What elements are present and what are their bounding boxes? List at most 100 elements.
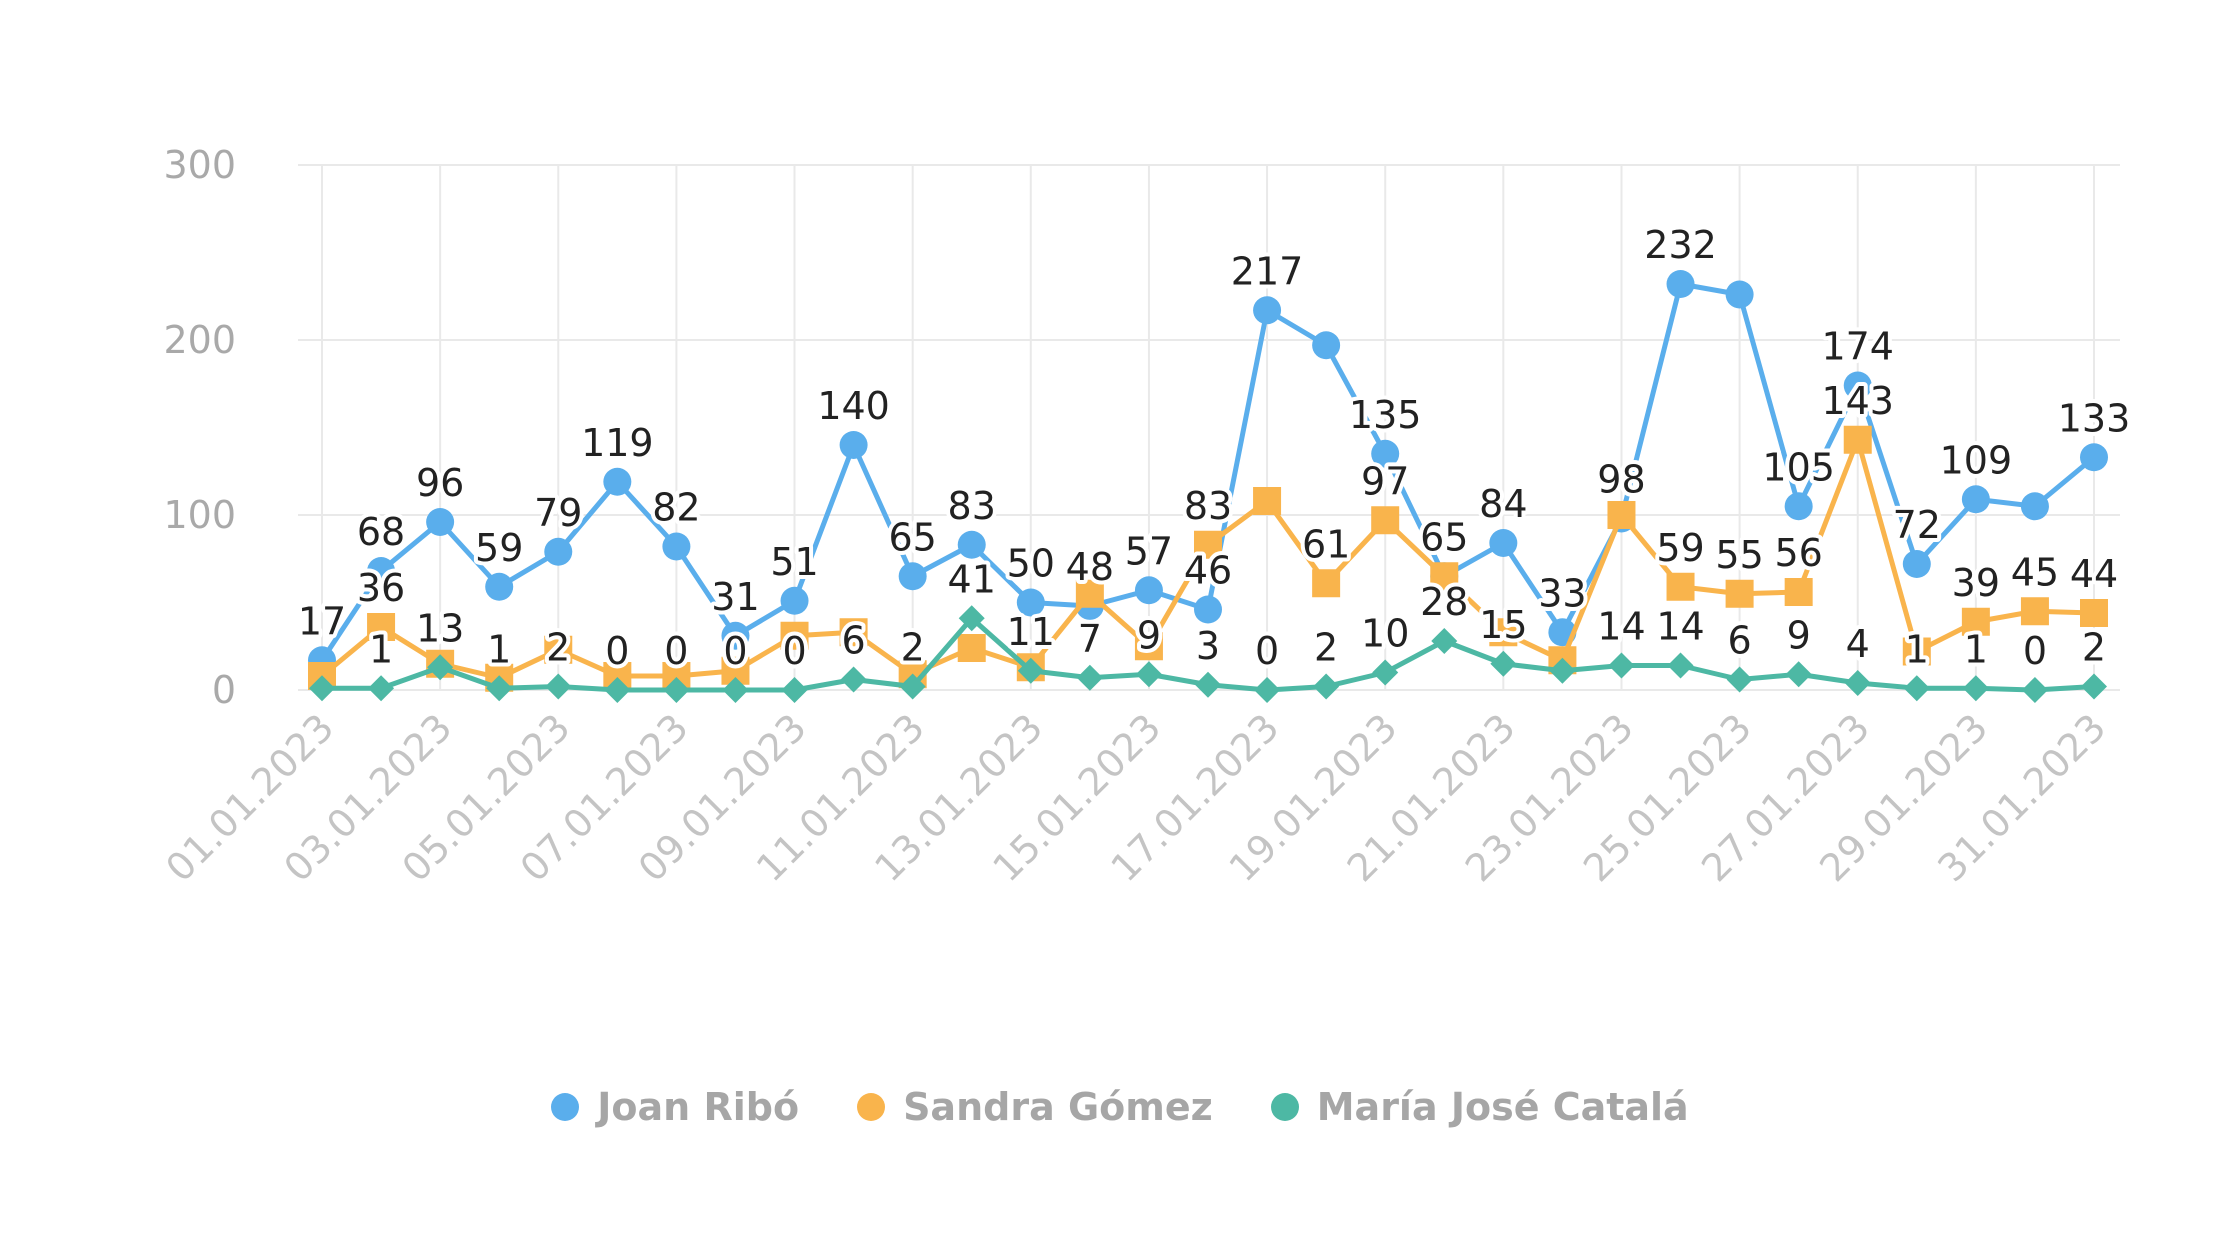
- data-point-maria-jose-catala[interactable]: [722, 677, 749, 703]
- data-point-maria-jose-catala[interactable]: [1076, 664, 1103, 691]
- data-point-maria-jose-catala[interactable]: [545, 673, 572, 700]
- data-point-joan-ribo[interactable]: [957, 530, 986, 559]
- data-point-maria-jose-catala[interactable]: [1017, 657, 1044, 684]
- data-point-sandra-gomez[interactable]: [839, 618, 868, 647]
- data-point-joan-ribo[interactable]: [1253, 296, 1282, 325]
- data-point-sandra-gomez[interactable]: [1430, 562, 1459, 591]
- data-point-joan-ribo[interactable]: [721, 621, 750, 650]
- data-point-maria-jose-catala[interactable]: [1372, 659, 1399, 686]
- data-point-maria-jose-catala[interactable]: [781, 677, 808, 703]
- data-point-maria-jose-catala[interactable]: [1726, 666, 1753, 693]
- data-point-sandra-gomez[interactable]: [544, 635, 573, 664]
- data-label-maria-jose-catala: 1: [1905, 627, 1929, 671]
- data-label-joan-ribo: 48: [1066, 545, 1114, 589]
- data-point-joan-ribo[interactable]: [1371, 439, 1400, 468]
- data-label-maria-jose-catala: 0: [723, 629, 747, 673]
- data-point-maria-jose-catala[interactable]: [1195, 671, 1221, 698]
- data-point-sandra-gomez[interactable]: [1666, 572, 1695, 601]
- data-point-joan-ribo[interactable]: [1725, 280, 1754, 309]
- data-label-maria-jose-catala: 1: [1964, 627, 1988, 671]
- data-point-joan-ribo[interactable]: [1902, 550, 1931, 578]
- data-point-joan-ribo[interactable]: [1312, 331, 1341, 360]
- data-point-maria-jose-catala[interactable]: [604, 677, 631, 703]
- data-point-maria-jose-catala[interactable]: [1313, 673, 1340, 700]
- data-point-maria-jose-catala[interactable]: [1490, 650, 1517, 677]
- data-point-joan-ribo[interactable]: [2020, 492, 2049, 521]
- data-point-joan-ribo[interactable]: [1666, 270, 1695, 298]
- data-point-sandra-gomez[interactable]: [2020, 597, 2049, 626]
- data-label-maria-jose-catala: 14: [1656, 605, 1704, 649]
- data-point-joan-ribo[interactable]: [544, 537, 573, 566]
- data-point-maria-jose-catala[interactable]: [958, 605, 985, 632]
- data-point-joan-ribo[interactable]: [1961, 485, 1990, 514]
- data-point-maria-jose-catala[interactable]: [899, 673, 926, 700]
- data-point-joan-ribo[interactable]: [1784, 492, 1813, 521]
- data-label-maria-jose-catala: 41: [948, 557, 996, 601]
- data-point-sandra-gomez[interactable]: [1725, 579, 1754, 608]
- data-point-sandra-gomez[interactable]: [1961, 607, 1990, 636]
- data-point-maria-jose-catala[interactable]: [1785, 661, 1812, 688]
- data-point-sandra-gomez[interactable]: [1902, 637, 1931, 666]
- data-point-maria-jose-catala[interactable]: [1667, 652, 1694, 679]
- data-point-maria-jose-catala[interactable]: [1844, 670, 1871, 696]
- data-point-maria-jose-catala[interactable]: [486, 675, 513, 702]
- data-point-maria-jose-catala[interactable]: [1608, 652, 1635, 679]
- data-point-joan-ribo[interactable]: [485, 572, 514, 601]
- data-point-maria-jose-catala[interactable]: [1549, 657, 1576, 684]
- data-point-sandra-gomez[interactable]: [1134, 632, 1163, 661]
- data-point-maria-jose-catala[interactable]: [427, 654, 454, 681]
- data-point-maria-jose-catala[interactable]: [1962, 675, 1989, 702]
- data-point-joan-ribo[interactable]: [2080, 443, 2108, 472]
- data-point-sandra-gomez[interactable]: [1075, 579, 1104, 608]
- data-label-maria-jose-catala: 3: [1196, 624, 1220, 668]
- data-point-joan-ribo[interactable]: [1134, 576, 1163, 605]
- data-point-joan-ribo[interactable]: [426, 508, 455, 536]
- data-point-sandra-gomez[interactable]: [1194, 530, 1222, 559]
- data-point-joan-ribo[interactable]: [839, 431, 868, 459]
- data-point-sandra-gomez[interactable]: [1607, 501, 1636, 529]
- data-point-sandra-gomez[interactable]: [1784, 578, 1813, 606]
- data-point-joan-ribo[interactable]: [1843, 371, 1872, 400]
- data-point-maria-jose-catala[interactable]: [663, 677, 690, 703]
- data-point-sandra-gomez[interactable]: [1371, 506, 1400, 535]
- data-label-joan-ribo: 46: [1184, 549, 1232, 593]
- legend-label: María José Catalá: [1316, 1085, 1689, 1129]
- data-point-maria-jose-catala[interactable]: [2021, 677, 2048, 703]
- legend-item-joan-ribo[interactable]: Joan Ribó: [551, 1085, 799, 1129]
- data-point-maria-jose-catala[interactable]: [1254, 677, 1281, 703]
- data-label-maria-jose-catala: 2: [901, 626, 925, 670]
- data-point-sandra-gomez[interactable]: [2080, 599, 2108, 627]
- data-point-maria-jose-catala[interactable]: [1135, 661, 1162, 688]
- data-point-sandra-gomez[interactable]: [780, 621, 809, 650]
- data-point-joan-ribo[interactable]: [603, 467, 632, 496]
- data-point-sandra-gomez[interactable]: [1489, 618, 1518, 647]
- legend-item-maria-jose-catala[interactable]: María José Catalá: [1270, 1085, 1689, 1129]
- data-point-sandra-gomez[interactable]: [367, 613, 396, 641]
- data-point-maria-jose-catala[interactable]: [309, 675, 335, 702]
- data-point-maria-jose-catala[interactable]: [368, 675, 395, 702]
- data-point-joan-ribo[interactable]: [1489, 529, 1518, 557]
- data-point-joan-ribo[interactable]: [367, 557, 396, 585]
- data-point-sandra-gomez[interactable]: [957, 634, 986, 662]
- data-point-maria-jose-catala[interactable]: [840, 666, 867, 693]
- data-point-joan-ribo[interactable]: [662, 532, 691, 561]
- data-label-sandra-gomez: 44: [2070, 552, 2118, 596]
- data-point-joan-ribo[interactable]: [1194, 595, 1222, 624]
- data-label-joan-ribo: 98: [1597, 458, 1645, 502]
- data-point-joan-ribo[interactable]: [1016, 588, 1045, 617]
- data-label-joan-ribo: 79: [534, 491, 582, 535]
- data-point-maria-jose-catala[interactable]: [1903, 675, 1930, 702]
- data-label-sandra-gomez: 55: [1715, 533, 1763, 577]
- data-point-sandra-gomez[interactable]: [1253, 487, 1282, 515]
- data-point-joan-ribo[interactable]: [780, 586, 809, 615]
- data-point-joan-ribo[interactable]: [898, 562, 927, 591]
- data-label-maria-jose-catala: 0: [605, 629, 629, 673]
- data-label-joan-ribo: 59: [475, 526, 523, 570]
- data-point-maria-jose-catala[interactable]: [2081, 673, 2107, 700]
- data-point-maria-jose-catala[interactable]: [1431, 628, 1458, 654]
- legend-item-sandra-gomez[interactable]: Sandra Gómez: [857, 1085, 1213, 1129]
- y-tick-label: 100: [163, 493, 236, 537]
- data-point-sandra-gomez[interactable]: [1843, 425, 1872, 454]
- data-point-sandra-gomez[interactable]: [1312, 569, 1341, 598]
